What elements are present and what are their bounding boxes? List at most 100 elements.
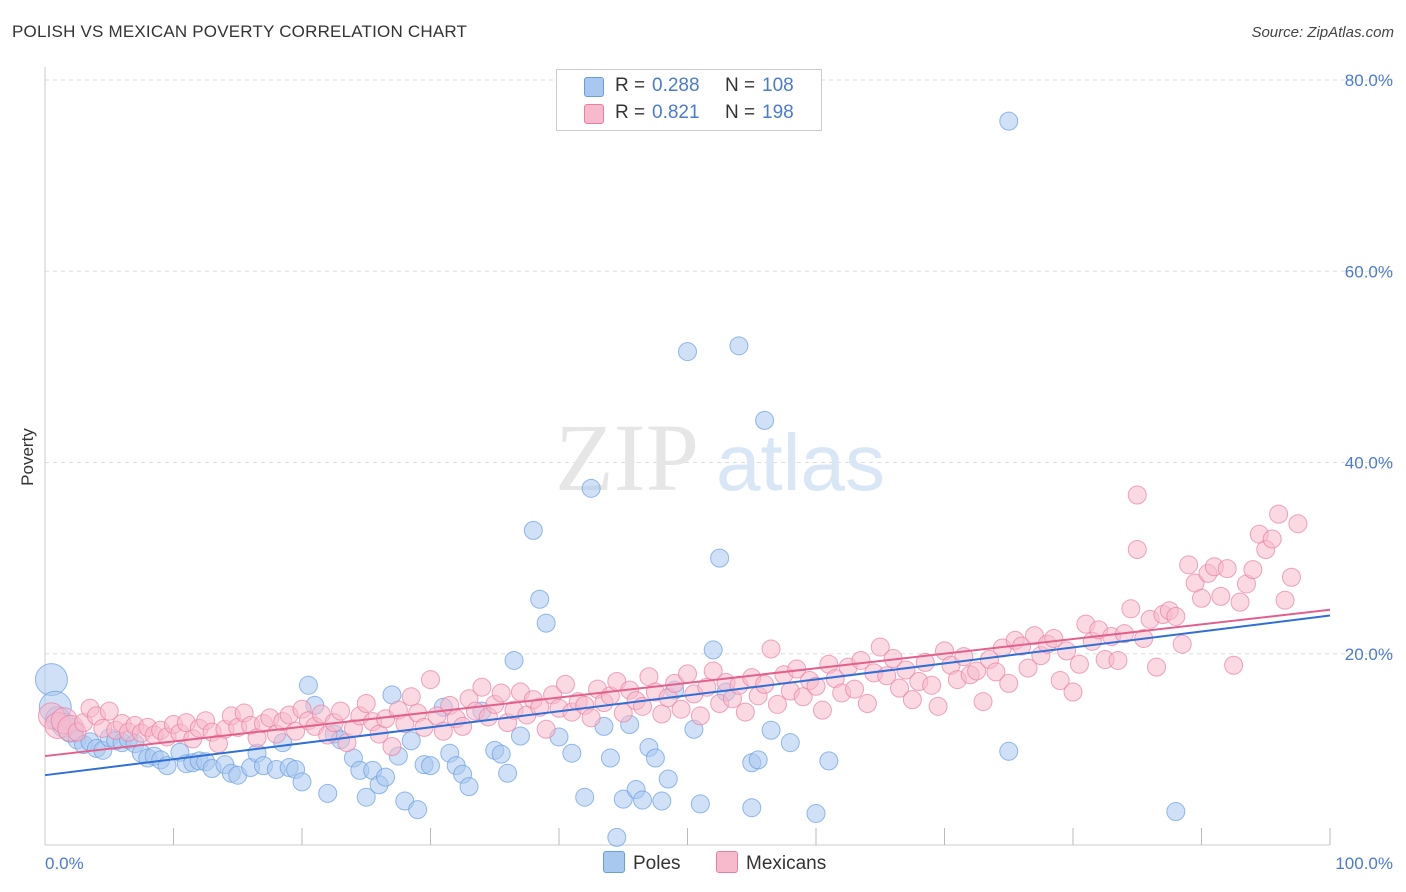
data-point	[530, 589, 550, 609]
legend-swatch-poles	[603, 851, 625, 873]
trend-line-mexicans	[44, 608, 1331, 758]
y-tick-label: 40.0%	[1345, 454, 1393, 473]
data-point	[1269, 504, 1289, 524]
data-point	[870, 637, 890, 657]
data-point	[1127, 485, 1147, 505]
data-point	[555, 674, 575, 694]
y-tick-label: 60.0%	[1345, 262, 1393, 281]
source-label: Source: ZipAtlas.com	[1251, 24, 1394, 41]
data-point	[1050, 671, 1070, 691]
data-point	[1147, 657, 1167, 677]
data-point	[645, 748, 665, 768]
data-point	[510, 726, 530, 746]
data-point	[755, 410, 775, 430]
data-point	[967, 661, 987, 681]
data-point	[575, 787, 595, 807]
data-point	[34, 663, 68, 697]
data-point	[600, 748, 620, 768]
data-point	[793, 687, 813, 707]
data-point	[453, 716, 473, 736]
data-point	[459, 777, 479, 797]
data-point	[890, 678, 910, 698]
legend-n-label: N =	[725, 102, 756, 123]
data-point	[1243, 560, 1263, 580]
data-point	[1179, 555, 1199, 575]
data-point	[652, 704, 672, 724]
data-point	[986, 662, 1006, 682]
data-point	[1166, 606, 1186, 626]
data-point	[562, 743, 582, 763]
trend-lines	[44, 608, 1331, 777]
legend-item-poles[interactable]: Poles	[603, 851, 681, 875]
data-point	[1057, 641, 1077, 661]
data-point	[1281, 567, 1301, 587]
data-point	[1166, 802, 1186, 822]
legend-n-label: N =	[725, 75, 756, 96]
data-point	[851, 650, 871, 670]
data-point	[376, 767, 396, 787]
data-point	[767, 694, 787, 714]
legend-n-value: 198	[762, 102, 794, 123]
data-point	[710, 548, 730, 568]
watermark-zip: ZIP	[555, 404, 699, 511]
data-point	[421, 756, 440, 776]
data-point	[922, 675, 942, 695]
data-point	[742, 798, 762, 818]
data-point	[806, 803, 826, 823]
data-point	[581, 708, 601, 728]
x-tick-label-0: 0.0%	[45, 854, 84, 873]
data-point	[613, 789, 633, 809]
data-point	[298, 675, 318, 695]
data-point	[382, 737, 402, 757]
y-axis-label: Poverty	[18, 428, 37, 486]
data-point	[536, 613, 556, 633]
data-point	[530, 697, 550, 717]
y-tick-labels: 20.0% 40.0% 60.0% 80.0%	[1345, 71, 1393, 664]
data-point	[421, 670, 440, 690]
data-point	[536, 719, 556, 739]
data-point	[812, 700, 832, 720]
data-point	[845, 679, 865, 699]
legend-r-label: R =	[615, 102, 646, 123]
legend-row-mexicans: R = 0.821 N = 198	[557, 101, 821, 128]
y-tick-label: 80.0%	[1345, 71, 1393, 90]
legend-r-value: 0.821	[652, 102, 700, 123]
data-point	[735, 702, 755, 722]
data-point	[806, 676, 826, 696]
data-point	[1069, 654, 1089, 674]
data-point	[658, 769, 678, 789]
legend-r-label: R =	[615, 75, 646, 96]
legend-swatch-mexicans	[584, 104, 604, 124]
data-point	[491, 683, 511, 703]
data-point	[401, 731, 421, 751]
data-point	[819, 751, 839, 771]
data-point	[498, 763, 518, 783]
data-point	[690, 794, 710, 814]
y-tick-label: 20.0%	[1345, 645, 1393, 664]
data-point	[1044, 628, 1064, 648]
trend-line-poles	[44, 614, 1331, 777]
legend-n-value: 108	[762, 75, 794, 96]
data-point	[1127, 540, 1147, 560]
legend-item-mexicans[interactable]: Mexicans	[716, 851, 826, 875]
data-point	[1275, 590, 1295, 610]
data-point	[607, 827, 627, 847]
x-axis-ticks	[173, 828, 1331, 845]
data-point	[761, 639, 781, 659]
data-point	[857, 693, 877, 713]
data-point	[408, 800, 428, 820]
data-point	[999, 673, 1019, 693]
data-point	[1018, 658, 1038, 678]
data-point	[292, 772, 312, 792]
data-point	[1217, 559, 1237, 579]
data-point	[356, 693, 376, 713]
data-point	[999, 741, 1019, 761]
data-point	[1224, 655, 1244, 675]
data-point	[318, 783, 338, 803]
data-point	[472, 677, 492, 697]
data-point	[928, 696, 948, 716]
data-point	[902, 690, 922, 710]
data-point	[491, 744, 511, 764]
data-point	[652, 791, 672, 811]
data-point	[1063, 682, 1083, 702]
